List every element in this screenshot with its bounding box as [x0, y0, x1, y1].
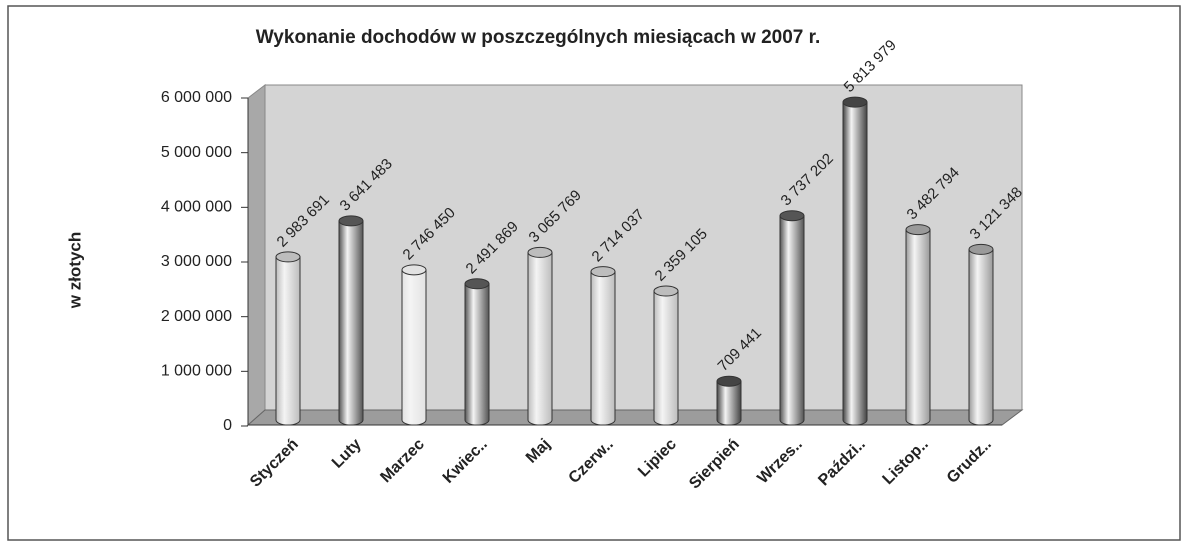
bar [401, 269, 427, 426]
bar [464, 283, 490, 426]
bar-top [401, 264, 427, 276]
side-wall [247, 83, 266, 427]
bar-top [968, 243, 994, 255]
bar-top [716, 375, 742, 387]
bar-top [338, 215, 364, 227]
bar-top [590, 266, 616, 278]
bar-top [842, 96, 868, 108]
bar [842, 101, 868, 426]
chart-title: Wykonanie dochodów w poszczególnych mies… [256, 27, 821, 48]
bar-top [653, 285, 679, 297]
y-tick-label: 3 000 000 [161, 253, 232, 270]
bar-top [905, 224, 931, 236]
y-tick-label: 6 000 000 [161, 89, 232, 106]
y-tick-label: 4 000 000 [161, 199, 232, 216]
y-tick-label: 1 000 000 [161, 363, 232, 380]
y-tick-label: 0 [223, 417, 232, 434]
bar [653, 290, 679, 426]
bar [338, 220, 364, 426]
bar-top [464, 278, 490, 290]
bar-top [275, 251, 301, 263]
bar [275, 256, 301, 426]
bar [527, 251, 553, 426]
y-tick-label: 2 000 000 [161, 308, 232, 325]
bar-top [527, 246, 553, 258]
bar-top [779, 210, 805, 222]
bar [905, 229, 931, 426]
bar [590, 271, 616, 426]
bar [779, 215, 805, 426]
y-tick-label: 5 000 000 [161, 144, 232, 161]
y-axis-title: w złotych [65, 232, 84, 310]
bar [968, 248, 994, 426]
bar [716, 380, 742, 426]
